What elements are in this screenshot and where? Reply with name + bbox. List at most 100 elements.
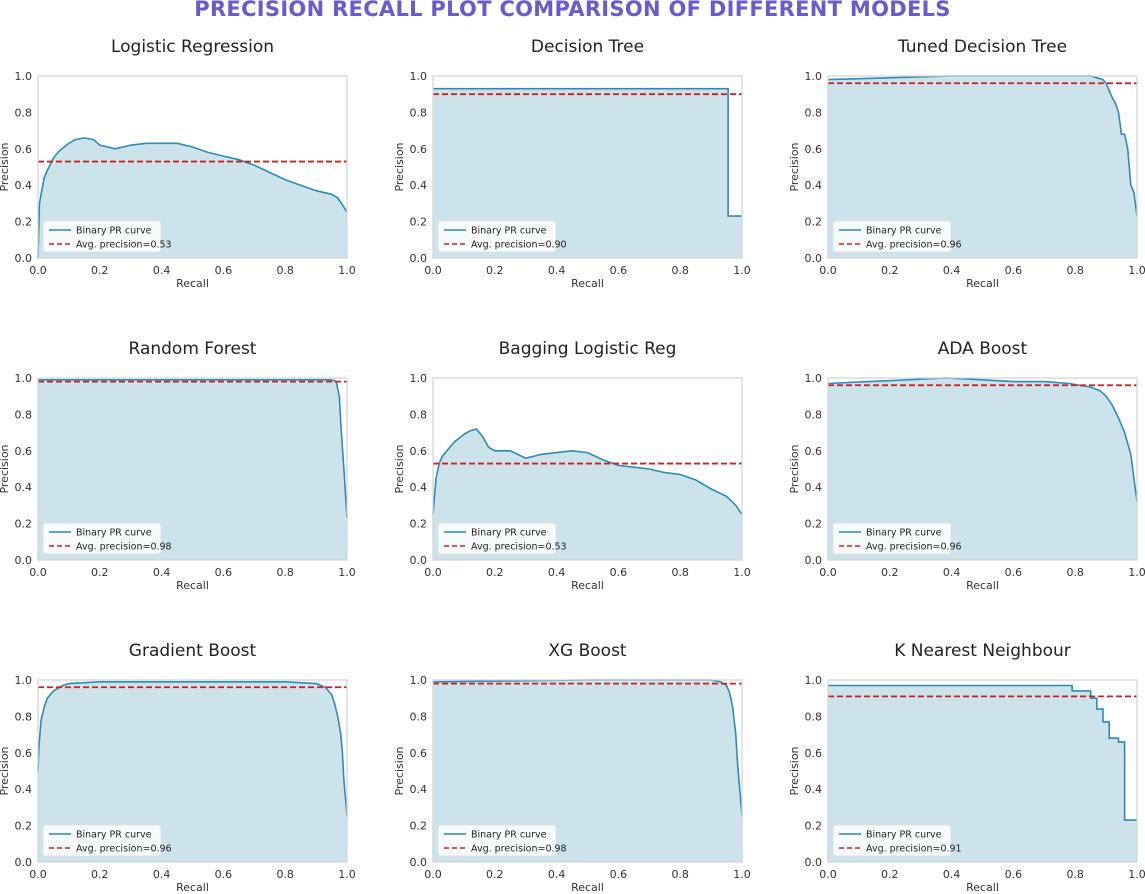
- legend-box: [832, 824, 952, 857]
- pr-curve: [827, 75, 1138, 217]
- y-tick-label: 1.0: [805, 70, 823, 83]
- x-tick-label: 0.8: [1066, 566, 1084, 579]
- x-tick-label: 0.4: [943, 264, 961, 277]
- y-tick-label: 0.0: [805, 554, 823, 567]
- y-tick-label: 0.2: [15, 820, 33, 833]
- x-tick-label: 0.2: [881, 264, 899, 277]
- subplot-4: Random Forest 0.0 0.2 0.4 0.6 0.8 1.0 0.0 0.2 0.4…: [0, 339, 356, 592]
- subplot-title: Gradient Boost: [129, 641, 257, 661]
- y-tick-label: 0.0: [15, 252, 33, 265]
- axes-frame: [37, 679, 348, 863]
- x-tick-label: 0.6: [610, 868, 628, 881]
- y-tick-label: 1.0: [15, 372, 33, 385]
- y-tick-label: 0.6: [805, 143, 823, 156]
- y-tick-label: 0.4: [805, 481, 823, 494]
- legend-box: [437, 824, 557, 857]
- x-tick-label: 0.2: [486, 868, 504, 881]
- x-tick-label: 0.0: [819, 264, 837, 277]
- x-tick-label: 0.0: [424, 264, 442, 277]
- subplot-9: K Nearest Neighbour 0.0 0.2 0.4 0.6 0.8 1.0 0.0…: [788, 641, 1145, 894]
- subplot-5: Bagging Logistic Reg 0.0 0.2 0.4 0.6 0.8 1.0 0.…: [393, 339, 751, 592]
- x-axis-label: Recall: [571, 277, 604, 290]
- y-axis-label: Precision: [0, 444, 11, 493]
- x-tick-label: 0.4: [548, 566, 566, 579]
- legend-box: [437, 220, 557, 253]
- x-tick-label: 1.0: [1128, 566, 1145, 579]
- y-axis-label: Precision: [0, 142, 11, 191]
- y-tick-label: 0.8: [805, 710, 823, 723]
- subplot-title: Tuned Decision Tree: [897, 37, 1067, 57]
- y-axis-label: Precision: [788, 142, 801, 191]
- pr-area: [433, 88, 742, 258]
- x-tick-label: 0.2: [91, 566, 109, 579]
- subplot-title: Decision Tree: [531, 37, 644, 57]
- x-tick-label: 1.0: [733, 868, 751, 881]
- legend-curve-label: Binary PR curve: [76, 528, 152, 539]
- x-axis-label: Recall: [176, 277, 209, 290]
- y-tick-label: 0.4: [15, 481, 33, 494]
- pr-curve: [828, 684, 1137, 821]
- axes-frame: [827, 75, 1138, 259]
- subplot-title: Random Forest: [129, 339, 257, 359]
- y-tick-label: 1.0: [410, 674, 428, 687]
- x-tick-label: 0.2: [881, 566, 899, 579]
- y-axis-label: Precision: [788, 444, 801, 493]
- x-tick-label: 0.4: [548, 868, 566, 881]
- y-tick-label: 0.8: [805, 106, 823, 119]
- legend-curve-label: Binary PR curve: [471, 830, 547, 841]
- legend-curve-label: Binary PR curve: [76, 226, 152, 237]
- y-tick-label: 0.2: [15, 518, 33, 531]
- subplot-3: Tuned Decision Tree 0.0 0.2 0.4 0.6 0.8 1.0 0.0…: [788, 37, 1145, 290]
- subplot-title: Bagging Logistic Reg: [499, 339, 677, 359]
- legend-avg-label: Avg. precision=0.96: [76, 844, 172, 855]
- y-tick-label: 0.4: [15, 179, 33, 192]
- y-tick-label: 0.2: [410, 216, 428, 229]
- y-tick-label: 1.0: [15, 674, 33, 687]
- x-axis-label: Recall: [966, 579, 999, 592]
- x-tick-label: 0.2: [91, 868, 109, 881]
- y-axis-label: Precision: [393, 444, 406, 493]
- y-tick-label: 0.8: [410, 710, 428, 723]
- x-tick-label: 0.0: [424, 868, 442, 881]
- y-tick-label: 0.4: [410, 783, 428, 796]
- legend-avg-label: Avg. precision=0.96: [866, 542, 962, 553]
- y-tick-label: 0.2: [805, 216, 823, 229]
- x-tick-label: 1.0: [733, 566, 751, 579]
- y-tick-label: 0.8: [805, 408, 823, 421]
- legend-curve-label: Binary PR curve: [471, 226, 547, 237]
- legend-avg-label: Avg. precision=0.98: [76, 542, 172, 553]
- axes-frame: [827, 377, 1138, 561]
- subplot-1: Logistic Regression 0.0 0.2 0.4 0.6 0.8 1.0 0.0…: [0, 37, 356, 290]
- subplot-2: Decision Tree 0.0 0.2 0.4 0.6 0.8 1.0 0.0 0.2 0.4…: [393, 37, 751, 290]
- x-tick-label: 0.6: [1005, 264, 1023, 277]
- x-axis-label: Recall: [571, 579, 604, 592]
- x-tick-label: 0.2: [91, 264, 109, 277]
- y-tick-label: 0.6: [15, 747, 33, 760]
- x-tick-label: 0.2: [486, 566, 504, 579]
- y-tick-label: 0.0: [15, 856, 33, 869]
- y-tick-label: 0.2: [805, 820, 823, 833]
- y-tick-label: 0.4: [410, 481, 428, 494]
- x-tick-label: 0.8: [276, 264, 294, 277]
- legend-curve-label: Binary PR curve: [866, 528, 942, 539]
- axes-frame: [37, 377, 348, 561]
- subplot-8: XG Boost 0.0 0.2 0.4 0.6 0.8 1.0 0.0 0.2 0.4 0.6 0.…: [393, 641, 751, 894]
- y-tick-label: 0.0: [805, 252, 823, 265]
- x-tick-label: 0.2: [881, 868, 899, 881]
- y-tick-label: 0.6: [15, 445, 33, 458]
- x-tick-label: 0.0: [819, 868, 837, 881]
- x-axis-label: Recall: [176, 579, 209, 592]
- y-tick-label: 0.0: [410, 554, 428, 567]
- y-axis-label: Precision: [788, 746, 801, 795]
- y-tick-label: 0.2: [410, 820, 428, 833]
- pr-area: [828, 685, 1137, 862]
- y-tick-label: 0.0: [15, 554, 33, 567]
- y-tick-label: 0.6: [805, 747, 823, 760]
- y-tick-label: 1.0: [410, 372, 428, 385]
- pr-curve: [37, 137, 348, 259]
- x-tick-label: 0.6: [610, 566, 628, 579]
- subplot-title: ADA Boost: [938, 339, 1028, 359]
- legend-curve-label: Binary PR curve: [866, 226, 942, 237]
- pr-curve: [432, 428, 743, 515]
